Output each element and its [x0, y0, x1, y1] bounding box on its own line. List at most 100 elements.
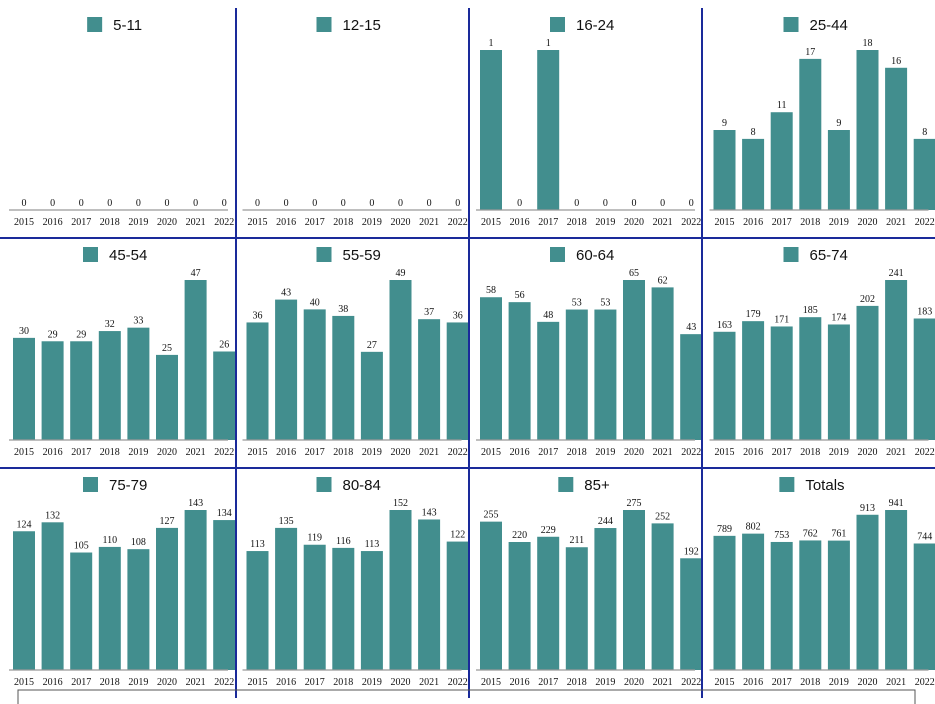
data-label: 135 [279, 516, 294, 527]
panel-80-84: 80-84 113 2015 135 2016 119 2017 116 2018 113 2019… [242, 477, 469, 688]
bar [70, 341, 93, 440]
x-tick-label: 2015 [248, 677, 268, 688]
x-tick-label: 2019 [362, 447, 382, 458]
data-label: 220 [512, 530, 527, 541]
data-label: 143 [422, 507, 437, 518]
data-label: 802 [746, 522, 761, 533]
x-tick-label: 2021 [419, 217, 439, 228]
legend: 65-74 [783, 247, 848, 264]
x-tick-label: 2016 [276, 217, 296, 228]
data-label: 124 [17, 519, 32, 530]
data-label: 108 [131, 537, 146, 548]
bar [389, 510, 412, 670]
x-tick-label: 2017 [772, 217, 792, 228]
data-label: 25 [162, 343, 172, 354]
data-label: 37 [424, 307, 434, 318]
data-label: 183 [917, 307, 932, 318]
x-tick-label: 2017 [71, 677, 91, 688]
legend: 55-59 [316, 247, 381, 264]
data-label: 30 [19, 326, 29, 337]
data-label: 192 [684, 546, 699, 557]
data-label: 0 [603, 198, 608, 209]
x-tick-label: 2018 [333, 217, 353, 228]
data-label: 9 [722, 118, 727, 129]
data-label: 744 [917, 531, 932, 542]
legend: 45-54 [83, 247, 147, 264]
legend-swatch [316, 17, 332, 32]
bar [389, 280, 412, 440]
bar [770, 326, 793, 440]
legend: 16-24 [550, 17, 614, 34]
data-label: 275 [627, 498, 642, 509]
data-label: 8 [922, 127, 927, 138]
bar [623, 280, 645, 440]
x-tick-label: 2019 [362, 217, 382, 228]
x-tick-label: 2022 [448, 677, 468, 688]
data-label: 0 [193, 198, 198, 209]
x-tick-label: 2018 [567, 677, 587, 688]
x-tick-label: 2018 [567, 217, 587, 228]
data-label: 0 [660, 198, 665, 209]
data-label: 113 [365, 539, 380, 550]
data-label: 163 [717, 320, 732, 331]
bar [480, 521, 502, 670]
x-tick-label: 2020 [858, 677, 878, 688]
x-tick-label: 2020 [624, 677, 644, 688]
data-label: 110 [102, 535, 117, 546]
legend-label: 25-44 [810, 17, 848, 34]
bar [565, 547, 588, 670]
bar [799, 58, 822, 211]
bar [213, 520, 236, 670]
bar [13, 531, 35, 670]
bar [360, 351, 383, 440]
data-label: 56 [515, 290, 525, 301]
x-tick-label: 2022 [681, 217, 701, 228]
x-tick-label: 2015 [14, 677, 34, 688]
panel-12-15: 12-15 0 2015 0 2016 0 2017 0 2018 0 2019 0 2020 0 2021… [242, 17, 468, 228]
data-label: 0 [369, 198, 374, 209]
data-label: 753 [774, 530, 789, 541]
x-tick-label: 2022 [681, 447, 701, 458]
x-tick-label: 2021 [886, 217, 906, 228]
data-label: 241 [889, 268, 904, 279]
data-label: 202 [860, 294, 875, 305]
legend: 60-64 [550, 247, 614, 264]
x-tick-label: 2019 [362, 677, 382, 688]
x-tick-label: 2018 [567, 447, 587, 458]
x-tick-label: 2017 [71, 447, 91, 458]
data-label: 36 [253, 310, 263, 321]
x-tick-label: 2022 [915, 447, 935, 458]
bar [770, 541, 793, 670]
panel-16-24: 16-24 1 2015 0 2016 1 2017 0 2018 0 2019 0 2020 0 2021… [476, 17, 701, 228]
data-label: 58 [486, 285, 496, 296]
legend: 75-79 [83, 477, 147, 494]
bar [913, 318, 935, 440]
bar [885, 280, 908, 440]
bar [885, 67, 908, 211]
legend-label: 45-54 [109, 247, 147, 264]
x-tick-label: 2017 [305, 447, 325, 458]
panel-55-59: 55-59 36 2015 43 2016 40 2017 38 2018 27 2019 49 202… [242, 247, 469, 458]
bar [742, 321, 765, 440]
x-tick-label: 2021 [419, 447, 439, 458]
x-tick-label: 2019 [829, 217, 849, 228]
data-label: 122 [450, 530, 465, 541]
bar [713, 535, 736, 670]
bar [856, 305, 879, 440]
x-tick-label: 2022 [214, 677, 234, 688]
bar [480, 50, 502, 210]
data-label: 43 [281, 288, 291, 299]
legend-swatch [83, 247, 98, 262]
bar [446, 322, 469, 440]
data-label: 244 [598, 516, 613, 527]
x-tick-label: 2018 [800, 677, 820, 688]
x-tick-label: 2016 [510, 447, 530, 458]
legend-swatch [550, 247, 565, 262]
data-label: 0 [165, 198, 170, 209]
x-tick-label: 2017 [772, 447, 792, 458]
x-tick-label: 2015 [14, 217, 34, 228]
data-label: 0 [574, 198, 579, 209]
legend-label: 65-74 [810, 247, 848, 264]
legend-label: 55-59 [343, 247, 381, 264]
bar [360, 551, 383, 670]
